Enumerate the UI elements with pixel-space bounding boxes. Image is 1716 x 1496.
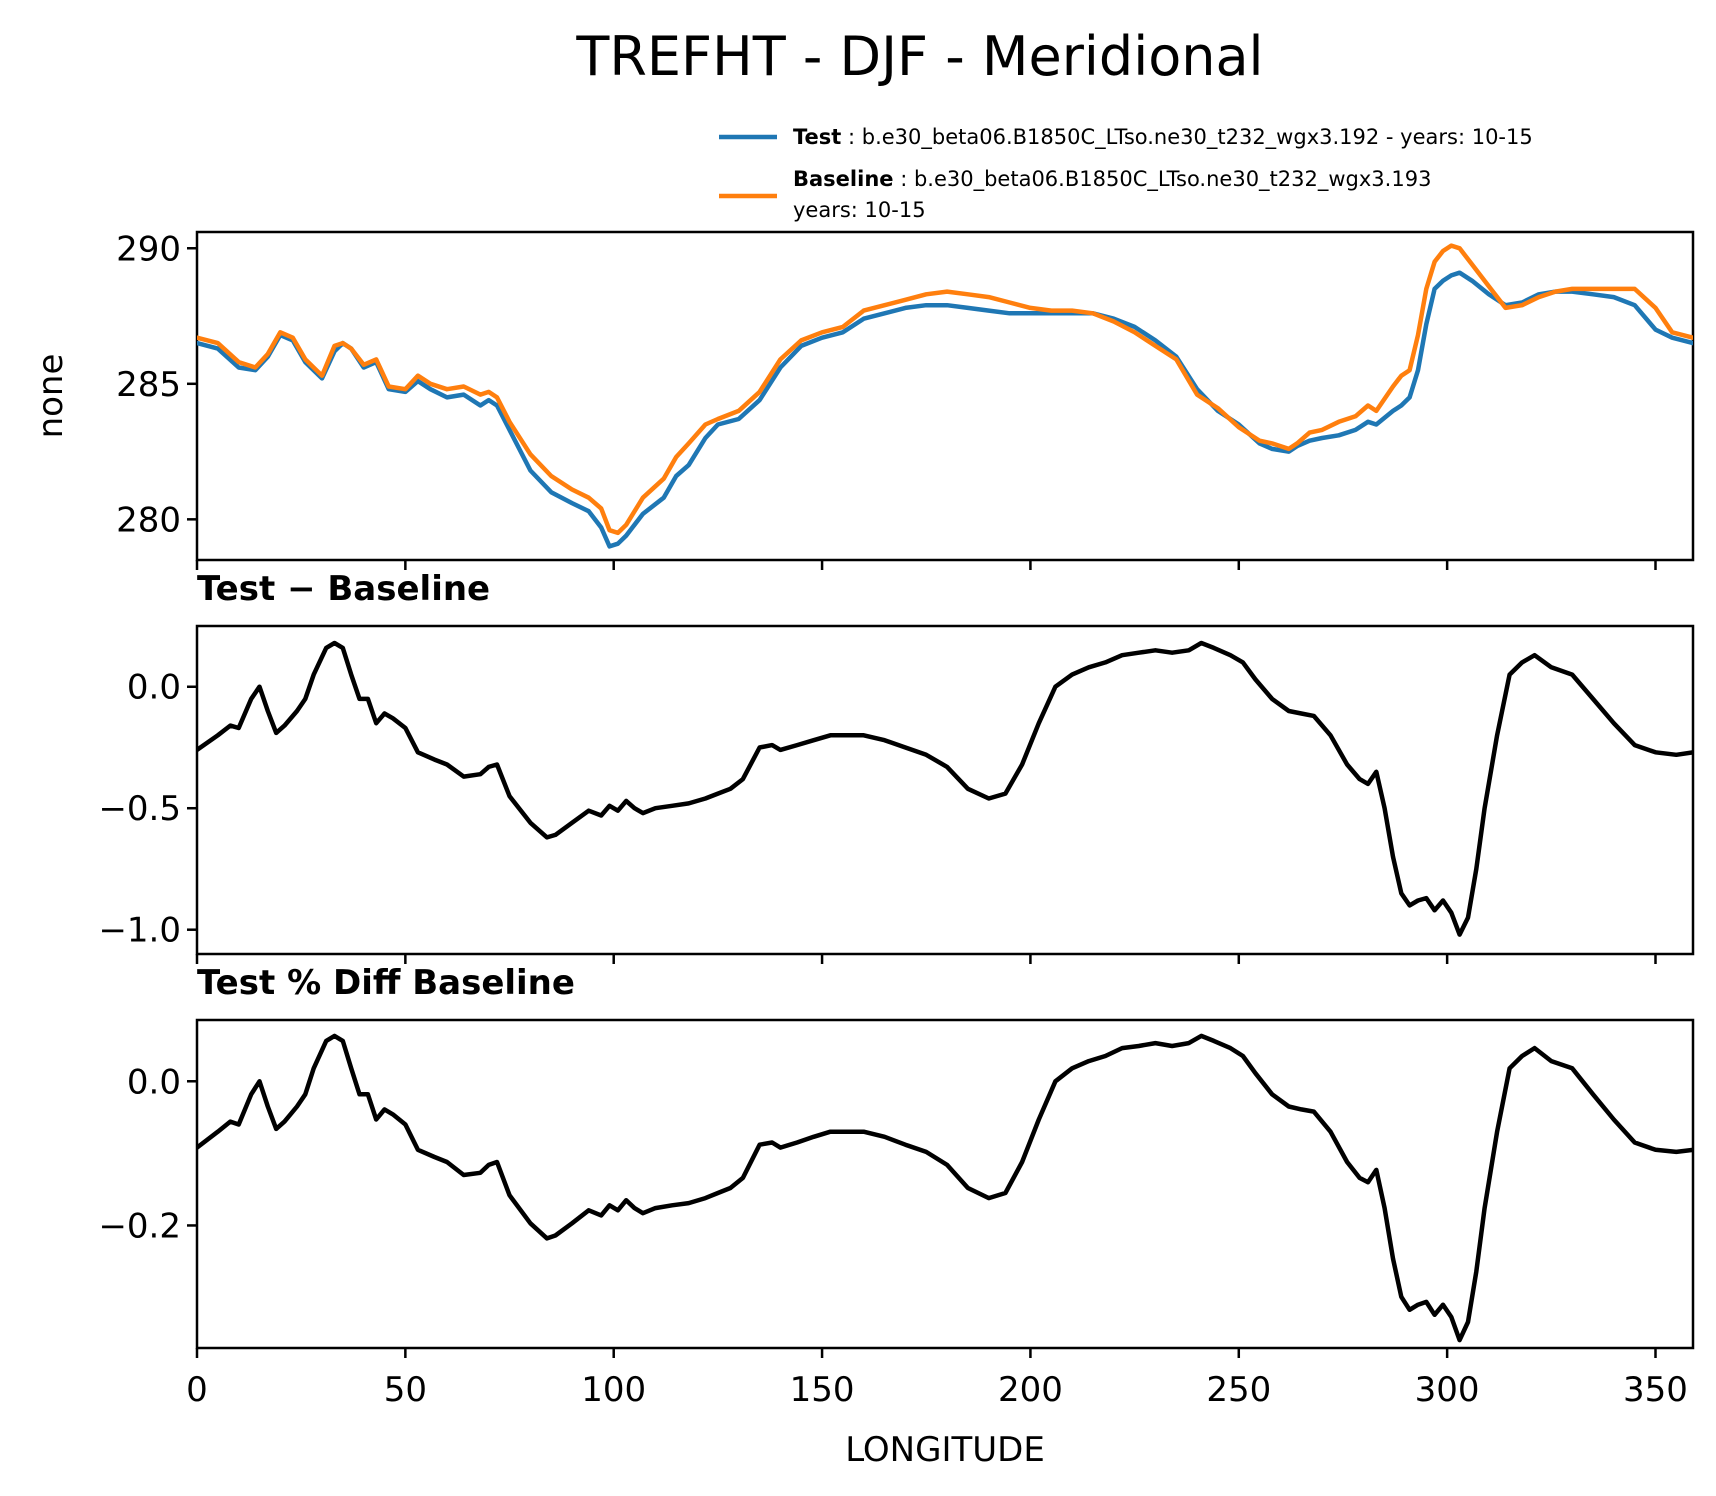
series-line-1-0 (197, 640, 1693, 937)
panel-top-x-ticks (195, 560, 1657, 570)
panel-top-lines (197, 243, 1693, 549)
legend-label-test: Test : b.e30_beta06.B1850C_LTso.ne30_t23… (793, 125, 1533, 150)
y-tick-label-0-2: 290 (116, 229, 181, 269)
x-tick-label-1: 50 (384, 1370, 427, 1410)
legend: Test : b.e30_beta06.B1850C_LTso.ne30_t23… (719, 125, 1533, 222)
panel-middle-x-ticks (195, 954, 1657, 964)
panel-middle-title: Test − Baseline (197, 569, 490, 609)
legend-label-baseline: Baseline : b.e30_beta06.B1850C_LTso.ne30… (793, 167, 1431, 192)
y-tick-label-0-1: 285 (116, 365, 181, 405)
x-tick-label-3: 150 (790, 1370, 855, 1410)
series-line-0-0 (197, 270, 1693, 549)
panel-bottom-title: Test % Diff Baseline (197, 963, 575, 1003)
legend-label-baseline-bold: Baseline (793, 167, 894, 191)
panel-top-y-ticks: 280 285 290 (116, 229, 197, 540)
panel-bottom-lines (197, 1033, 1693, 1343)
panel-middle-y-ticks: 0.0 −0.5 −1.0 (98, 668, 197, 951)
x-tick-label-6: 300 (1415, 1370, 1480, 1410)
panel-top-frame (195, 230, 1695, 562)
panel-bottom-frame (195, 1018, 1695, 1350)
y-tick-label-1-2: −1.0 (98, 911, 181, 951)
panel-top: 280 285 290 none (31, 229, 1695, 570)
x-tick-label-2: 100 (581, 1370, 646, 1410)
panel-bottom-x-ticks: 0 50 100 150 200 250 300 350 (186, 1348, 1688, 1410)
y-tick-label-0-0: 280 (116, 500, 181, 540)
x-tick-label-0: 0 (186, 1370, 208, 1410)
x-tick-label-5: 250 (1206, 1370, 1271, 1410)
panel-middle-frame (195, 624, 1695, 956)
panel-middle-lines (197, 640, 1693, 937)
x-tick-label-7: 350 (1623, 1370, 1688, 1410)
panel-top-y-axis-label: none (31, 354, 71, 439)
legend-label-test-rest: : b.e30_beta06.B1850C_LTso.ne30_t232_wgx… (841, 125, 1532, 150)
legend-label-test-bold: Test (793, 125, 841, 149)
legend-label-baseline-rest: : b.e30_beta06.B1850C_LTso.ne30_t232_wgx… (894, 167, 1432, 192)
legend-label-baseline-line2: years: 10-15 (793, 198, 926, 222)
series-line-0-1 (197, 243, 1693, 536)
x-tick-label-4: 200 (998, 1370, 1063, 1410)
figure-title: TREFHT - DJF - Meridional (575, 25, 1263, 88)
panel-middle: Test − Baseline 0.0 −0.5 −1.0 (98, 569, 1695, 964)
y-tick-label-2-1: −0.2 (98, 1206, 181, 1246)
y-tick-label-2-0: 0.0 (127, 1062, 181, 1102)
y-tick-label-1-1: −0.5 (98, 789, 181, 829)
x-axis-label: LONGITUDE (845, 1430, 1045, 1470)
series-line-2-0 (197, 1033, 1693, 1343)
panel-bottom-y-ticks: 0.0 −0.2 (98, 1062, 197, 1246)
panel-bottom: Test % Diff Baseline 0.0 −0.2 0 50 100 150 20… (98, 963, 1695, 1470)
y-tick-label-1-0: 0.0 (127, 668, 181, 708)
